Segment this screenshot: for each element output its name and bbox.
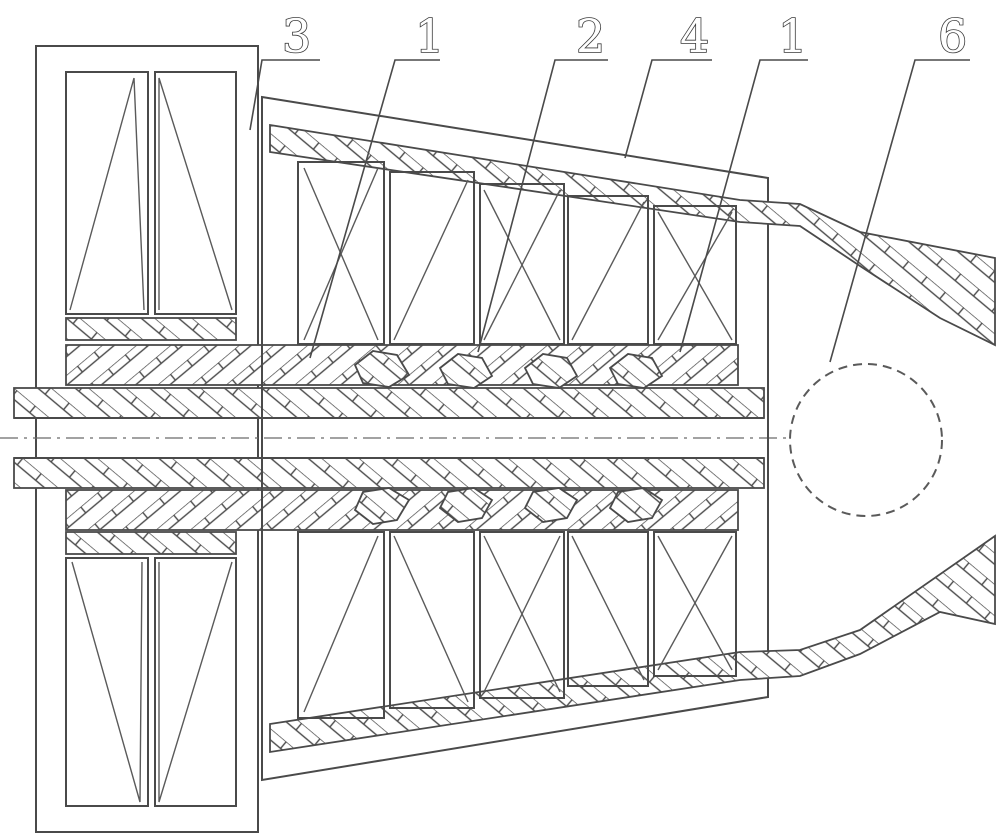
label-1-left: 1 <box>415 9 444 63</box>
label-6: 6 <box>938 9 967 63</box>
outlet-circle <box>789 363 943 517</box>
label-4: 4 <box>680 9 709 63</box>
lower-stages <box>297 487 737 719</box>
left-rotor-housing <box>35 45 259 833</box>
label-2: 2 <box>576 9 605 63</box>
upper-stages <box>297 161 737 389</box>
compressor-casing <box>261 95 996 782</box>
leader-lines <box>249 59 970 363</box>
label-1-right: 1 <box>778 9 807 63</box>
label-3: 3 <box>282 9 311 63</box>
